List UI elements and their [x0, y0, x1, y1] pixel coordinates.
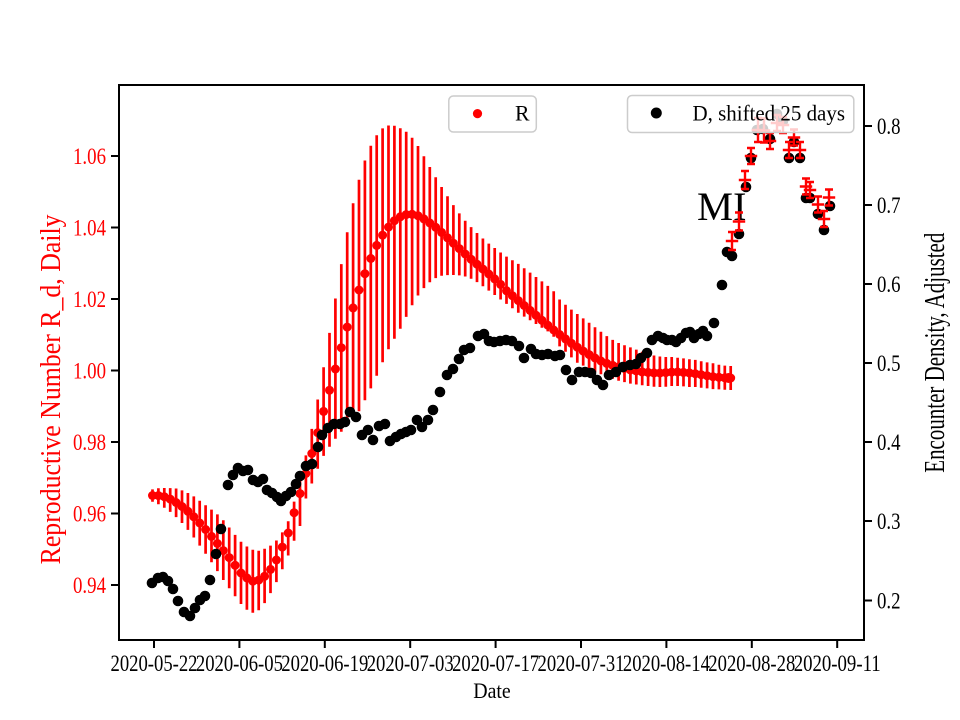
svg-text:2020-07-31: 2020-07-31 — [538, 651, 625, 676]
svg-text:1.02: 1.02 — [73, 287, 106, 312]
svg-text:Reproductive Number R_d, Daily: Reproductive Number R_d, Daily — [36, 214, 67, 564]
svg-text:0.8: 0.8 — [877, 114, 901, 139]
svg-text:1.04: 1.04 — [73, 216, 106, 241]
svg-text:1.00: 1.00 — [73, 359, 106, 384]
svg-text:0.6: 0.6 — [877, 272, 901, 297]
svg-text:0.96: 0.96 — [73, 502, 106, 527]
svg-text:D, shifted 25 days: D, shifted 25 days — [693, 101, 846, 126]
svg-text:0.2: 0.2 — [877, 589, 901, 614]
svg-text:0.5: 0.5 — [877, 351, 901, 376]
svg-text:Encounter Density, Adjusted: Encounter Density, Adjusted — [920, 233, 951, 473]
svg-text:2020-05-22: 2020-05-22 — [111, 651, 198, 676]
svg-text:0.4: 0.4 — [877, 430, 901, 455]
svg-text:2020-07-17: 2020-07-17 — [452, 651, 539, 676]
svg-text:2020-08-14: 2020-08-14 — [623, 651, 710, 676]
svg-text:0.94: 0.94 — [73, 573, 106, 598]
svg-text:0.3: 0.3 — [877, 509, 901, 534]
svg-text:2020-06-19: 2020-06-19 — [281, 651, 368, 676]
svg-text:0.98: 0.98 — [73, 430, 106, 455]
svg-text:R: R — [515, 101, 530, 126]
svg-text:0.7: 0.7 — [877, 193, 901, 218]
svg-text:2020-06-05: 2020-06-05 — [196, 651, 283, 676]
svg-text:2020-09-11: 2020-09-11 — [794, 651, 881, 676]
svg-text:1.06: 1.06 — [73, 144, 106, 169]
svg-text:2020-07-03: 2020-07-03 — [367, 651, 454, 676]
svg-text:Date: Date — [473, 678, 511, 703]
svg-text:2020-08-28: 2020-08-28 — [708, 651, 795, 676]
